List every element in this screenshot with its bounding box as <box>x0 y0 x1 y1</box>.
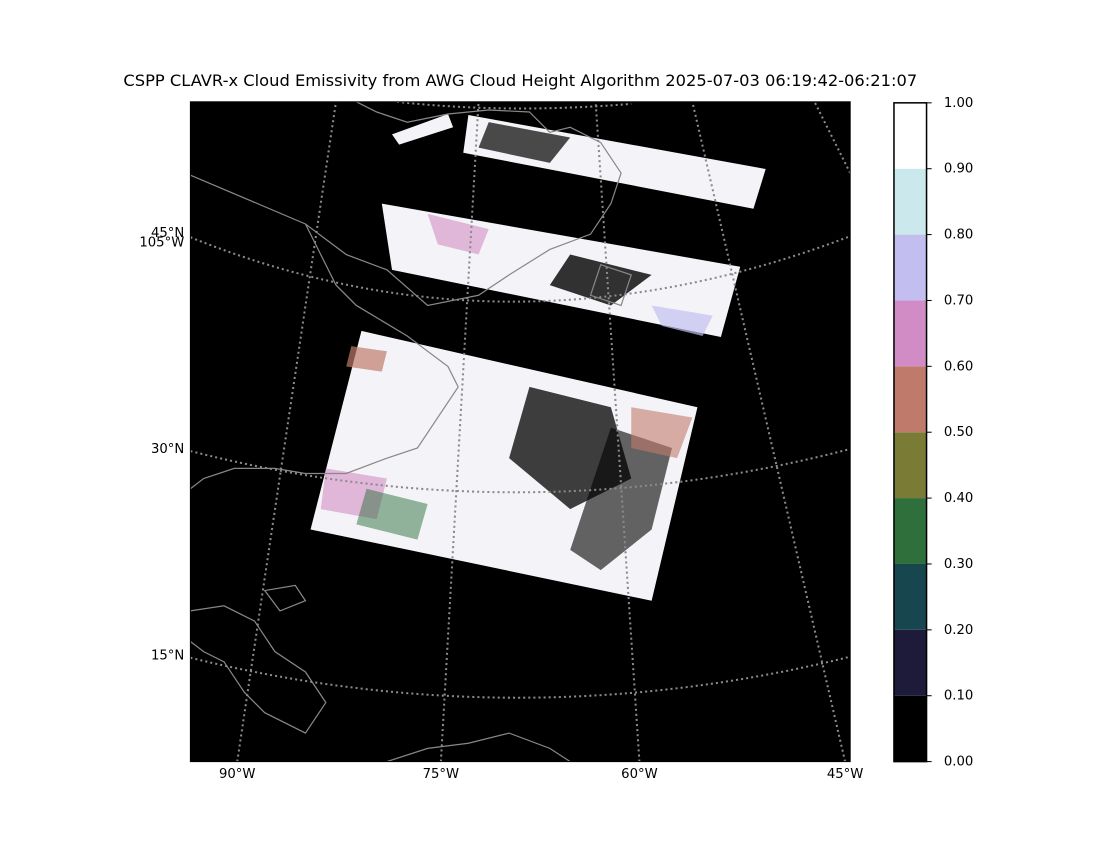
colorbar-tick-label: 0.00 <box>944 755 973 770</box>
lon-label: 75°W <box>423 767 460 782</box>
colorbar-tick-label: 0.60 <box>944 359 973 374</box>
map: 45°N 30°N 15°N 105°W 90°W 75°W 60°W 45°W <box>139 101 864 782</box>
map-title: CSPP CLAVR-x Cloud Emissivity from AWG C… <box>123 71 917 90</box>
colorbar-tick-label: 0.10 <box>944 689 973 704</box>
colorbar-tick-label: 0.40 <box>944 491 973 506</box>
colorbar-tick-label: 0.90 <box>944 162 973 177</box>
colorbar-segment <box>893 563 927 630</box>
colorbar-segment <box>893 234 927 301</box>
colorbar-tick-label: 0.70 <box>944 293 973 308</box>
coastlines <box>190 101 633 762</box>
lon-label: 45°W <box>827 767 864 782</box>
colorbar-segment <box>893 432 927 499</box>
colorbar-tick-label: 1.00 <box>944 96 973 111</box>
colorbar-segment <box>893 300 927 367</box>
lon-label: 90°W <box>219 767 256 782</box>
lat-label: 45°N <box>151 226 184 241</box>
colorbar-segment <box>893 629 927 696</box>
colorbar-tick-label: 0.50 <box>944 425 973 440</box>
colorbar: 0.00 0.10 0.20 0.30 0.40 0.50 0.60 0.70 0.80 0.90… <box>893 96 973 770</box>
map-frame <box>189 101 851 763</box>
colorbar-segment <box>893 695 927 762</box>
lat-label: 15°N <box>151 649 184 664</box>
lon-label: 105°W <box>139 235 184 250</box>
colorbar-tick-label: 0.30 <box>944 557 973 572</box>
colorbar-segment <box>893 366 927 433</box>
lat-label: 30°N <box>151 442 184 457</box>
colorbar-segment <box>893 498 927 564</box>
lon-label: 60°W <box>621 767 658 782</box>
colorbar-tick-label: 0.80 <box>944 228 973 243</box>
graticule <box>190 101 851 762</box>
colorbar-tick-label: 0.20 <box>944 623 973 638</box>
colorbar-segment <box>893 168 927 235</box>
colorbar-segment <box>893 102 927 169</box>
